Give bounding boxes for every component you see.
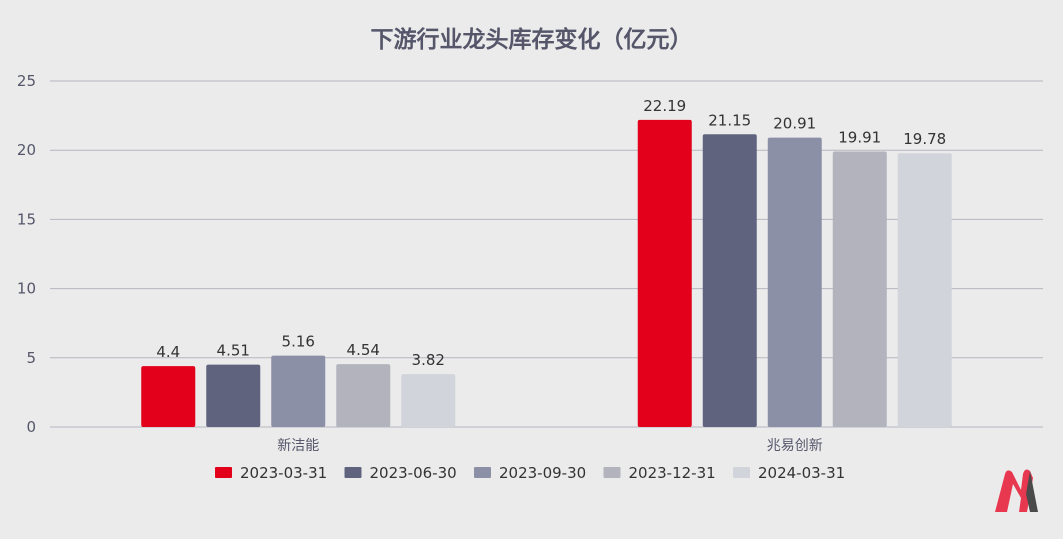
- data-label: 3.82: [412, 351, 445, 369]
- bar: [271, 355, 326, 427]
- legend-swatch: [344, 467, 362, 478]
- legend-label: 2023-06-30: [370, 464, 457, 482]
- legend-label: 2023-09-30: [499, 464, 586, 482]
- x-category-label: 新洁能: [277, 438, 319, 454]
- y-tick-label: 5: [26, 349, 36, 367]
- x-category-label: 兆易创新: [767, 438, 823, 454]
- y-tick-label: 10: [17, 280, 36, 298]
- legend-label: 2023-12-31: [629, 464, 716, 482]
- legend-swatch: [733, 467, 750, 478]
- legend-swatch: [603, 467, 621, 478]
- data-label: 22.19: [643, 97, 686, 115]
- m-brand-logo-icon: [995, 469, 1038, 512]
- legend-swatch: [215, 467, 232, 478]
- legend-swatch: [474, 467, 491, 478]
- bar: [401, 374, 456, 427]
- data-label: 21.15: [708, 111, 751, 129]
- data-label: 5.16: [282, 333, 315, 351]
- bar: [206, 364, 261, 427]
- y-tick-label: 0: [26, 418, 36, 436]
- y-tick-label: 15: [17, 210, 36, 228]
- data-label: 4.4: [156, 343, 180, 361]
- legend-label: 2023-03-31: [240, 464, 327, 482]
- data-label: 19.78: [903, 130, 946, 148]
- data-label: 4.54: [347, 341, 380, 359]
- data-label: 19.91: [838, 128, 881, 146]
- bar: [141, 366, 196, 427]
- y-tick-label: 20: [17, 141, 36, 159]
- data-label: 4.51: [217, 342, 250, 360]
- bar: [336, 364, 391, 427]
- bar: [897, 153, 952, 427]
- legend-label: 2024-03-31: [758, 464, 845, 482]
- data-label: 20.91: [773, 115, 816, 133]
- chart-title: 下游行业龙头库存变化（亿元）: [370, 27, 693, 53]
- y-tick-label: 25: [17, 72, 36, 90]
- bar: [637, 119, 692, 427]
- bar: [832, 151, 887, 427]
- bar: [702, 134, 757, 427]
- bar: [767, 137, 822, 428]
